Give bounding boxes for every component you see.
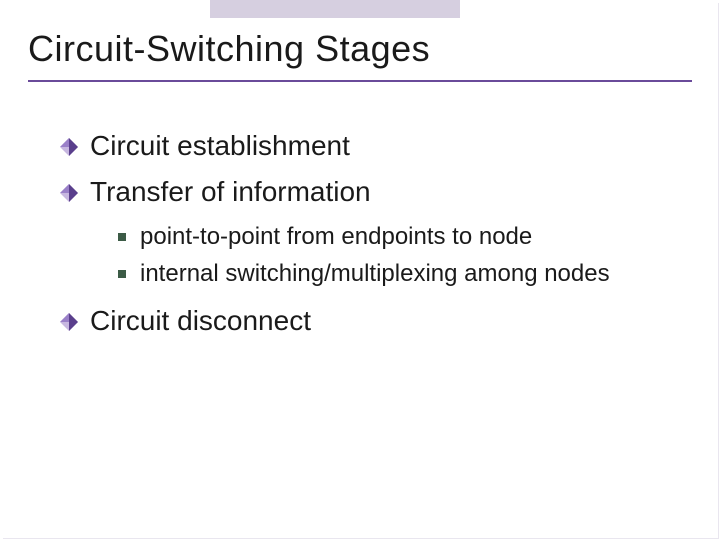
- bullet-item-2: Transfer of information: [60, 174, 680, 210]
- bullet-item-1: Circuit establishment: [60, 128, 680, 164]
- sub-list: point-to-point from endpoints to node in…: [118, 221, 680, 289]
- sub-bullet-item-a: point-to-point from endpoints to node: [118, 221, 680, 252]
- bullet-item-3: Circuit disconnect: [60, 303, 680, 339]
- slide: Circuit-Switching Stages Circuit establi…: [0, 0, 720, 540]
- bullet-text-3: Circuit disconnect: [90, 303, 311, 339]
- sub-bullet-item-b: internal switching/multiplexing among no…: [118, 258, 680, 289]
- title-region: Circuit-Switching Stages: [28, 28, 692, 82]
- bullet-text-1: Circuit establishment: [90, 128, 350, 164]
- sub-bullet-text-b: internal switching/multiplexing among no…: [140, 258, 610, 289]
- top-decor-bar: [210, 0, 460, 18]
- sub-bullet-text-a: point-to-point from endpoints to node: [140, 221, 532, 252]
- diamond-bullet-icon: [60, 313, 78, 331]
- diamond-bullet-icon: [60, 184, 78, 202]
- title-underline: [28, 80, 692, 82]
- square-bullet-icon: [118, 270, 126, 278]
- square-bullet-icon: [118, 233, 126, 241]
- body-region: Circuit establishment Transfer of inform…: [60, 128, 680, 350]
- diamond-bullet-icon: [60, 138, 78, 156]
- bullet-text-2: Transfer of information: [90, 174, 371, 210]
- slide-title: Circuit-Switching Stages: [28, 28, 692, 70]
- slide-border-shadow: [0, 536, 720, 540]
